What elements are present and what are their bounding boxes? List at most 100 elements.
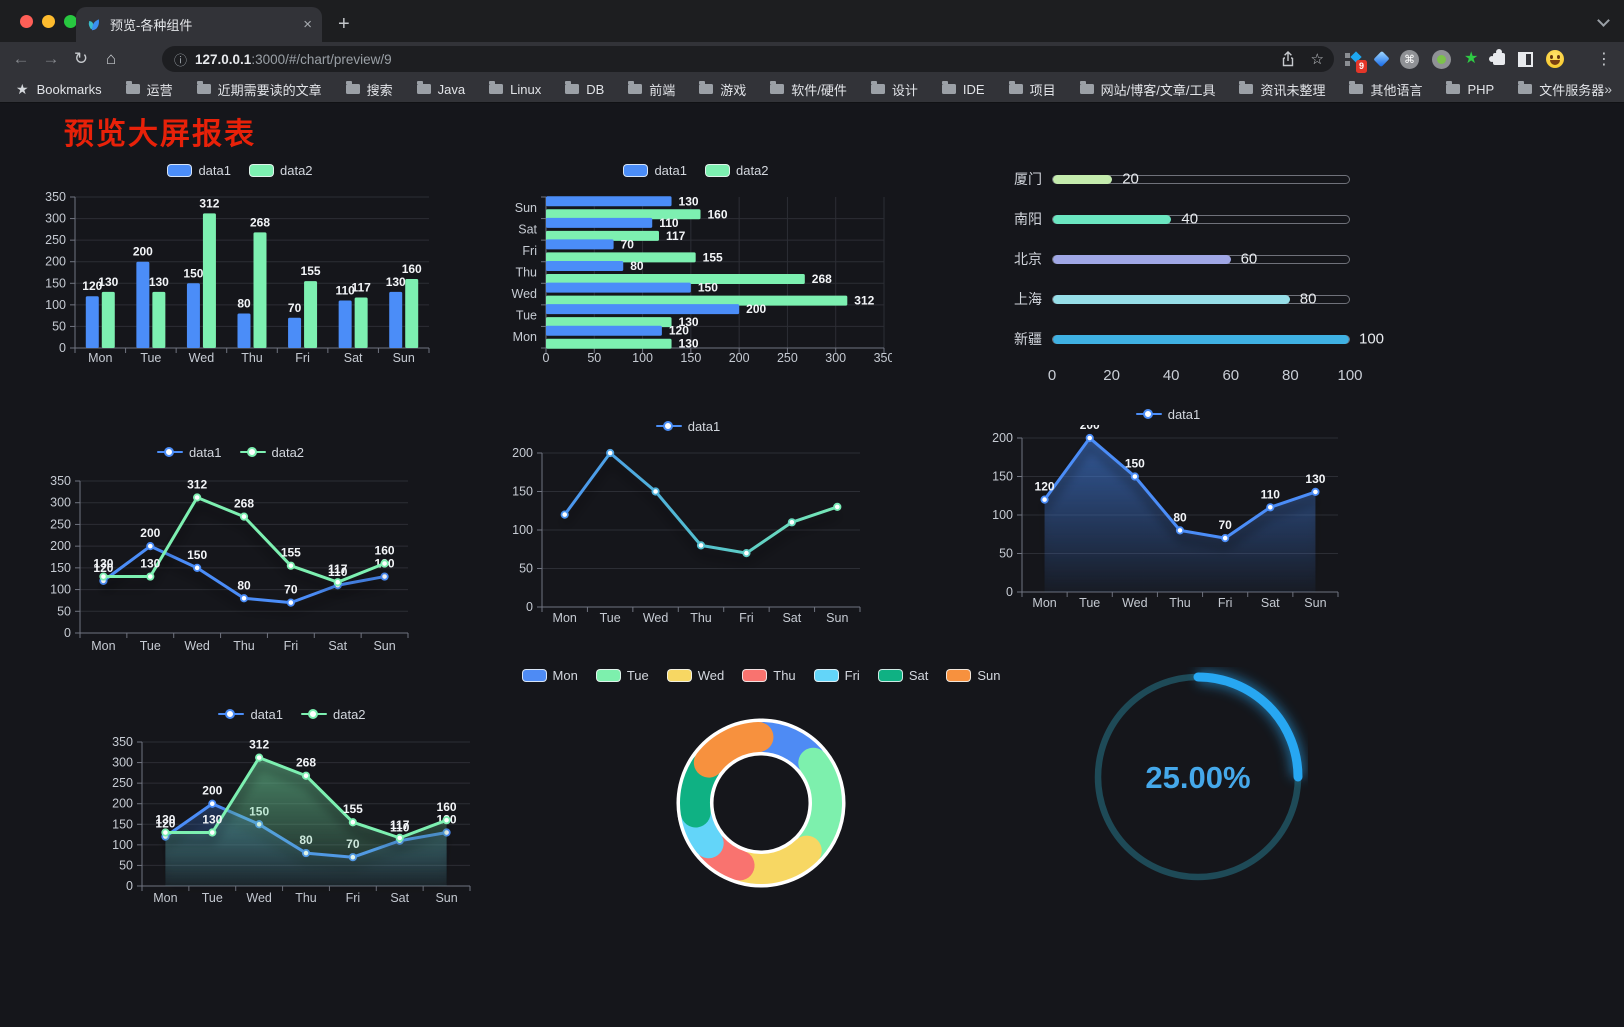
legend-item-Fri[interactable]: Fri [813, 668, 860, 683]
vertical-bar-chart-panel: data1 data2 0 50 100 150 200 250 300 350 Mon Tue Wed… [45, 159, 435, 382]
legend-item-data1[interactable]: data1 [167, 163, 231, 178]
svg-text:Fri: Fri [295, 351, 310, 365]
area-single-canvas[interactable]: 0 50 100 150 200 Mon Tue Wed Thu Fri Sat Sun 120 200 1… [992, 418, 1344, 621]
bookmarks-root[interactable]: Bookmarks [36, 81, 102, 97]
gauge-value-label: 25.00% [1145, 760, 1250, 795]
folder-icon [770, 81, 785, 94]
bookmark-folder-item[interactable]: IDE [941, 81, 985, 97]
url-bar[interactable]: ⓘ 127.0.0.1:3000/#/chart/preview/9 ☆ [162, 46, 1334, 72]
extension-green-dot-icon[interactable] [1432, 49, 1451, 69]
bookmark-folder-item[interactable]: 运营 [125, 80, 173, 99]
svg-text:200: 200 [50, 539, 71, 553]
bookmark-folder-item[interactable]: 搜索 [345, 80, 393, 99]
bookmark-folder-item[interactable]: 其他语言 [1349, 80, 1422, 99]
back-button[interactable]: ← [12, 49, 30, 68]
donut-canvas[interactable] [561, 686, 961, 888]
window-close-button[interactable] [20, 15, 33, 28]
bar-vertical-canvas[interactable]: 0 50 100 150 200 250 300 350 Mon Tue Wed Thu Fri Sat S… [45, 181, 435, 377]
bookmarks-right: » 其他书签 [1604, 80, 1624, 99]
progress-label: 北京 [1014, 251, 1042, 267]
legend-item-data2[interactable]: data2 [705, 163, 769, 178]
progress-track[interactable]: 60 [1052, 251, 1350, 268]
share-icon[interactable] [1281, 51, 1295, 67]
bookmark-star-icon[interactable]: ☆ [1310, 51, 1324, 68]
legend-item-Wed[interactable]: Wed [666, 668, 724, 683]
bookmark-folder-item[interactable]: 游戏 [699, 80, 746, 99]
legend-item-Mon[interactable]: Mon [521, 668, 578, 683]
svg-text:Sat: Sat [782, 611, 801, 625]
bookmark-folder-item[interactable]: 资讯未整理 [1239, 80, 1325, 99]
progress-track[interactable]: 80 [1052, 291, 1350, 308]
window-zoom-button[interactable] [64, 15, 77, 28]
line-gradient-canvas[interactable]: 0 50 100 150 200 Mon Tue Wed Thu Fri Sat Sun [508, 437, 868, 635]
new-tab-button[interactable]: + [338, 13, 350, 35]
extension-gem-icon[interactable] [1373, 50, 1390, 68]
legend-item-data1[interactable]: data1 [1135, 407, 1200, 422]
svg-text:Wed: Wed [1122, 596, 1148, 610]
home-button[interactable]: ⌂ [105, 49, 117, 68]
legend-swatch [1135, 408, 1162, 420]
svg-text:150: 150 [50, 561, 71, 575]
progress-track[interactable]: 20 [1052, 171, 1350, 188]
svg-text:130: 130 [679, 337, 699, 351]
svg-text:0: 0 [59, 341, 66, 355]
svg-text:100: 100 [632, 351, 653, 365]
progress-row-厦门: 厦门 20 [1000, 159, 1350, 199]
area-two-series-canvas[interactable]: 0 50 100 150 200 250 300 350 Mon Tue Wed Thu Fri Sat S… [108, 725, 476, 923]
progress-track[interactable]: 100 [1052, 331, 1384, 348]
tab-search-chevron-icon[interactable] [1597, 14, 1610, 27]
svg-text:0: 0 [64, 626, 71, 640]
legend-swatch [813, 668, 839, 682]
legend-item-Tue[interactable]: Tue [595, 668, 649, 683]
forward-button[interactable]: → [42, 49, 60, 68]
legend-item-data2[interactable]: data2 [239, 445, 304, 460]
legend-item-data1[interactable]: data1 [655, 419, 720, 434]
legend-item-data1[interactable]: data1 [623, 163, 687, 178]
progress-label: 新疆 [1014, 331, 1042, 347]
extension-command-icon[interactable]: ⌘ [1400, 49, 1419, 69]
bookmark-folder-item[interactable]: 设计 [870, 80, 918, 99]
dashboard-content: 预览大屏报表 data1 data2 0 50 100 150 200 250 300 350 Mo… [0, 103, 1624, 1027]
progress-track[interactable]: 40 [1052, 211, 1350, 228]
legend-item-Sat[interactable]: Sat [877, 668, 928, 683]
extension-contrast-icon[interactable] [1518, 51, 1534, 67]
line-two-series-canvas[interactable]: 0 50 100 150 200 250 300 350 Mon Tue Wed Thu Fri Sat S… [48, 463, 413, 663]
window-minimize-button[interactable] [42, 15, 55, 28]
bookmark-folder-item[interactable]: 网站/博客/文章/工具 [1079, 80, 1215, 99]
bookmark-folder-item[interactable]: Linux [489, 81, 541, 97]
svg-text:Mon: Mon [1032, 596, 1056, 610]
extension-star-icon[interactable]: ★ [1464, 50, 1479, 67]
bookmark-folder-item[interactable]: PHP [1446, 81, 1494, 97]
bookmark-folder-item[interactable]: Java [416, 81, 465, 97]
folder-icon [196, 81, 211, 94]
legend-item-Sun[interactable]: Sun [946, 668, 1000, 683]
legend-item-Thu[interactable]: Thu [742, 668, 796, 683]
legend-item-data1[interactable]: data1 [156, 445, 222, 460]
bookmark-folder-item[interactable]: DB [565, 81, 604, 97]
browser-menu-button[interactable]: ⋮ [1596, 51, 1612, 68]
url-text: 127.0.0.1:3000/#/chart/preview/9 [195, 52, 392, 67]
legend-item-data2[interactable]: data2 [249, 163, 313, 178]
svg-text:120: 120 [669, 324, 689, 338]
svg-text:120: 120 [1035, 480, 1055, 494]
folder-icon [489, 81, 504, 94]
extensions-puzzle-icon[interactable] [1489, 49, 1506, 65]
gauge-canvas[interactable]: 25.00% [1088, 667, 1308, 887]
bookmark-folder-item[interactable]: 文件服务器 [1518, 80, 1604, 99]
browser-tab[interactable]: 预览-各种组件 × [76, 7, 322, 42]
bookmark-folder-item[interactable]: 前端 [628, 80, 675, 99]
extension-emoji-icon[interactable] [1546, 50, 1565, 68]
bookmarks-overflow-chevron[interactable]: » [1604, 81, 1613, 97]
legend-item-data2[interactable]: data2 [301, 707, 366, 722]
extension-grid-icon[interactable]: 9 [1344, 50, 1367, 73]
reload-button[interactable]: ↻ [73, 49, 89, 68]
site-info-icon[interactable]: ⓘ [174, 52, 188, 68]
tab-close-icon[interactable]: × [303, 16, 312, 33]
bookmark-folder-item[interactable]: 软件/硬件 [770, 80, 847, 99]
svg-text:130: 130 [679, 315, 699, 329]
bookmark-folder-item[interactable]: 近期需要读的文章 [196, 80, 322, 99]
svg-text:155: 155 [301, 264, 321, 278]
bookmark-folder-item[interactable]: 项目 [1008, 80, 1056, 99]
legend-item-data1[interactable]: data1 [218, 707, 283, 722]
